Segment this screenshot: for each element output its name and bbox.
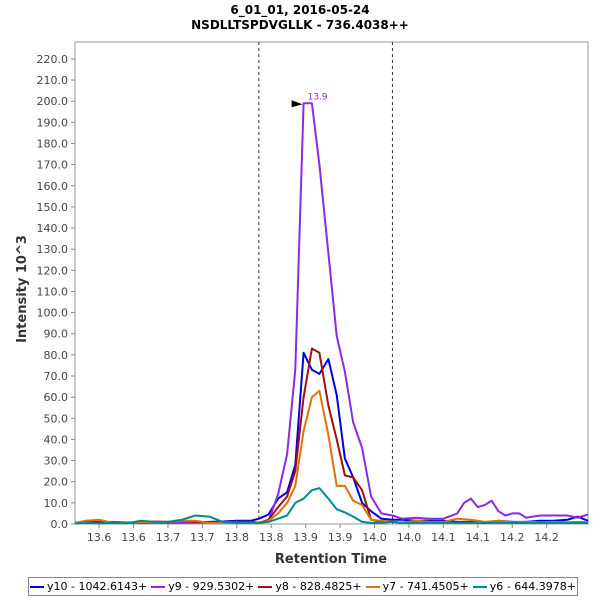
x-axis: 13.6 13.6 13.7 13.7 13.8 13.8 13.9 13.9 14.0 14.0… [87, 524, 559, 544]
y-tick-label: 20.0 [44, 476, 69, 489]
peak-annotation: 13.9 [291, 92, 328, 108]
y-tick-label: 200.0 [37, 95, 69, 108]
series-lines [74, 102, 589, 525]
x-tick-label: 13.7 [190, 531, 215, 544]
y-axis: 0.0 10.0 20.0 30.0 40.0 50.0 60.0 70.0 80.0 90.0 1… [37, 53, 75, 531]
chart-subtitle: NSDLLTSPDVGLLK - 736.4038++ [191, 18, 409, 32]
y-tick-label: 0.0 [51, 518, 69, 531]
x-tick-label: 14.0 [397, 531, 422, 544]
legend-label: y6 - 644.3978+ [489, 580, 576, 593]
x-tick-label: 14.2 [534, 531, 559, 544]
chart-legend: y10 - 1042.6143+ y9 - 929.5302+ y8 - 828.4… [28, 577, 578, 596]
y-tick-label: 140.0 [37, 222, 69, 235]
y-tick-label: 60.0 [44, 391, 69, 404]
legend-swatch [30, 585, 45, 588]
chromatogram-chart: 6_01_01, 2016-05-24 NSDLLTSPDVGLLK - 736… [15, 3, 589, 567]
y-tick-label: 130.0 [37, 243, 69, 256]
legend-label: y10 - 1042.6143+ [47, 580, 148, 593]
x-tick-label: 13.8 [259, 531, 284, 544]
series-line [74, 102, 589, 525]
x-tick-label: 13.7 [156, 531, 181, 544]
peak-label: 13.9 [308, 92, 328, 102]
series-line [74, 487, 588, 525]
y-tick-label: 50.0 [44, 412, 69, 425]
y-tick-label: 190.0 [37, 116, 69, 129]
y-tick-label: 100.0 [37, 307, 69, 320]
y-tick-label: 160.0 [37, 180, 69, 193]
legend-label: y9 - 929.5302+ [168, 580, 255, 593]
legend-label: y8 - 828.4825+ [275, 580, 362, 593]
y-tick-label: 40.0 [44, 433, 69, 446]
x-tick-label: 13.9 [328, 531, 353, 544]
y-tick-label: 220.0 [37, 53, 69, 66]
x-tick-label: 13.9 [293, 531, 318, 544]
legend-swatch [151, 585, 166, 588]
x-tick-label: 14.1 [466, 531, 491, 544]
x-tick-label: 14.2 [500, 531, 525, 544]
legend-item: y8 - 828.4825+ [258, 580, 362, 593]
legend-item: y7 - 741.4505+ [365, 580, 469, 593]
y-tick-label: 120.0 [37, 264, 69, 277]
y-tick-label: 110.0 [37, 285, 69, 298]
y-tick-label: 10.0 [44, 497, 69, 510]
chart-title: 6_01_01, 2016-05-24 [230, 3, 369, 18]
y-tick-label: 180.0 [37, 137, 69, 150]
legend-item: y9 - 929.5302+ [151, 580, 254, 593]
x-tick-label: 13.6 [121, 531, 146, 544]
x-tick-label: 14.0 [362, 531, 387, 544]
legend-item: y6 - 644.3978+ [472, 580, 576, 593]
x-tick-label: 13.8 [225, 531, 250, 544]
legend-swatch [472, 585, 487, 588]
y-tick-label: 150.0 [37, 201, 69, 214]
x-tick-label: 14.1 [431, 531, 456, 544]
x-tick-label: 13.6 [87, 531, 112, 544]
y-tick-label: 170.0 [37, 159, 69, 172]
legend-label: y7 - 741.4505+ [382, 580, 469, 593]
peak-marker [291, 100, 303, 108]
y-tick-label: 210.0 [37, 74, 69, 87]
legend-item: y10 - 1042.6143+ [30, 580, 147, 593]
y-tick-label: 30.0 [44, 455, 69, 468]
y-tick-label: 90.0 [44, 328, 69, 341]
legend-swatch [365, 585, 380, 588]
y-tick-label: 80.0 [44, 349, 69, 362]
y-tick-label: 70.0 [44, 370, 69, 383]
legend-swatch [258, 585, 273, 588]
y-axis-label: Intensity 10^3 [15, 235, 30, 343]
peak-boundaries [258, 42, 393, 524]
x-axis-label: Retention Time [275, 552, 387, 567]
